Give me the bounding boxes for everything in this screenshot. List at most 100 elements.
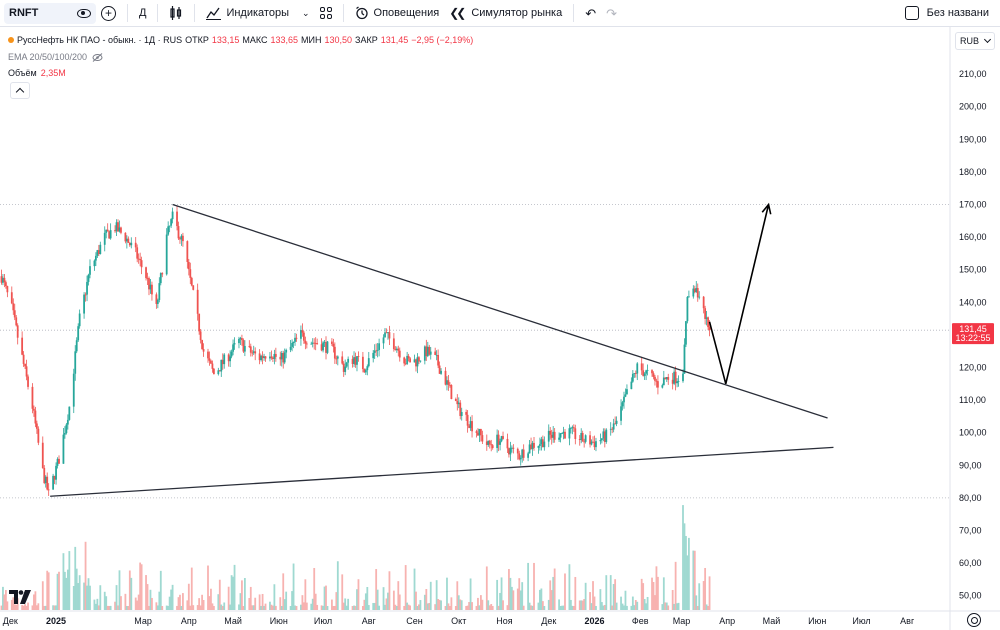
volume-bar (440, 600, 442, 610)
volume-bar (564, 573, 566, 610)
candle-body (103, 232, 106, 245)
candle-body (322, 342, 324, 351)
settings-icon[interactable] (967, 613, 981, 627)
volume-bar (583, 598, 586, 610)
layout-name-button[interactable]: Без названи (900, 2, 994, 24)
currency-selector[interactable]: RUB (955, 32, 995, 50)
volume-legend[interactable]: Объём 2,35M (8, 68, 473, 78)
candle-body (356, 356, 358, 365)
collapse-legend-button[interactable] (10, 82, 30, 99)
candle-body (248, 345, 251, 347)
volume-value: 2,35M (40, 68, 66, 78)
volume-bar (227, 586, 230, 610)
candle-body (500, 436, 503, 442)
tradingview-logo-icon[interactable] (9, 590, 31, 604)
candle-body (301, 330, 304, 333)
candle-body (561, 433, 563, 435)
price-axis: 50,00 60,00 70,00 80,00 90,00 100,00 110,00 120… (949, 27, 987, 630)
indicators-button[interactable]: Индикаторы ⌄ (201, 2, 314, 24)
compare-button[interactable]: + (96, 2, 121, 24)
interval-button[interactable]: Д (134, 2, 151, 24)
drawings[interactable] (50, 202, 834, 497)
volume-bar (130, 577, 133, 610)
candle-body (366, 366, 369, 371)
candle-body (477, 432, 479, 436)
alerts-button[interactable]: Оповещения (350, 2, 445, 24)
candle-body (568, 428, 571, 439)
candle-body (481, 435, 484, 442)
symbol-legend[interactable]: РуссНефть НК ПАО - обыкн. · 1Д · RUS ОТК… (8, 35, 473, 45)
candle-body (621, 402, 624, 407)
candle-body (33, 408, 35, 411)
volume-bar (84, 541, 87, 610)
replay-button[interactable]: ❮❮ Симулятор рынка (444, 2, 567, 24)
candle-body (109, 230, 112, 239)
volume-bar (634, 600, 637, 610)
candle-body (273, 353, 276, 359)
candle-body (584, 435, 587, 442)
volume-bar (480, 595, 482, 610)
symbol-search[interactable]: RNFT (4, 2, 96, 24)
eye-icon[interactable] (77, 8, 91, 18)
candle-body (657, 381, 659, 388)
candle-body (376, 349, 379, 351)
candle-body (171, 211, 174, 220)
candle-body (3, 277, 6, 283)
layouts-button[interactable] (315, 2, 337, 24)
candle-body (86, 281, 88, 295)
candle-body (124, 232, 127, 242)
time-axis: Дек 2025 Мар Апр Май Июн Июл Авг Сен Окт Ноя Дек 202… (0, 610, 1000, 626)
candle-body (497, 434, 500, 445)
volume-bar (620, 596, 622, 610)
chevron-down-icon (983, 35, 992, 44)
volume-bar (549, 580, 552, 610)
volume-bar (99, 585, 102, 610)
candle-body (490, 444, 493, 446)
candle-body (53, 475, 56, 480)
candle-body (96, 250, 99, 256)
candle-body (450, 385, 453, 400)
volume-bar (642, 583, 645, 610)
chart-type-button[interactable] (164, 2, 188, 24)
candle-body (512, 447, 515, 449)
candle-body (595, 441, 597, 448)
price-chart[interactable]: 50,00 60,00 70,00 80,00 90,00 100,00 110,00 120… (0, 27, 1000, 630)
volume-bar (651, 577, 653, 610)
candle-body (530, 444, 532, 450)
volume-bar (687, 537, 690, 610)
candle-body (170, 219, 173, 226)
candle-body (686, 296, 689, 322)
volume-bar (75, 568, 78, 610)
time-tick-label: Май (763, 616, 781, 626)
chevron-down-icon[interactable]: ⌄ (301, 7, 310, 18)
volume-bar (398, 594, 401, 610)
ema-legend[interactable]: EMA 20/50/100/200 (8, 52, 473, 62)
volume-bar (506, 605, 509, 610)
volume-bar (46, 570, 49, 610)
candle-body (600, 438, 603, 441)
volume-bar (320, 605, 323, 610)
checkbox-icon[interactable] (904, 6, 919, 20)
candle-body (227, 354, 230, 362)
chart-pane[interactable]: 50,00 60,00 70,00 80,00 90,00 100,00 110,00 120… (0, 27, 1000, 630)
volume-bar (590, 603, 593, 610)
volume-bar (139, 562, 142, 610)
candle-body (623, 396, 625, 403)
eye-crossed-icon[interactable] (92, 52, 103, 62)
open-value: 133,15 (211, 35, 240, 45)
undo-button[interactable]: ↶ (580, 2, 601, 24)
volume-bar (15, 604, 18, 610)
candle-body (146, 278, 149, 279)
price-tick-label: 110,00 (959, 395, 986, 405)
candle-body (466, 414, 469, 426)
volume-bar (274, 605, 277, 610)
candle-body (413, 359, 416, 363)
volume-bar (562, 605, 565, 610)
volume-bar (485, 566, 488, 610)
redo-button[interactable]: ↷ (601, 2, 622, 24)
volume-bar (211, 603, 214, 610)
time-tick-label: Июл (852, 616, 870, 626)
candle-body (531, 442, 534, 450)
candle-body (521, 449, 524, 458)
candle-body (208, 358, 211, 361)
